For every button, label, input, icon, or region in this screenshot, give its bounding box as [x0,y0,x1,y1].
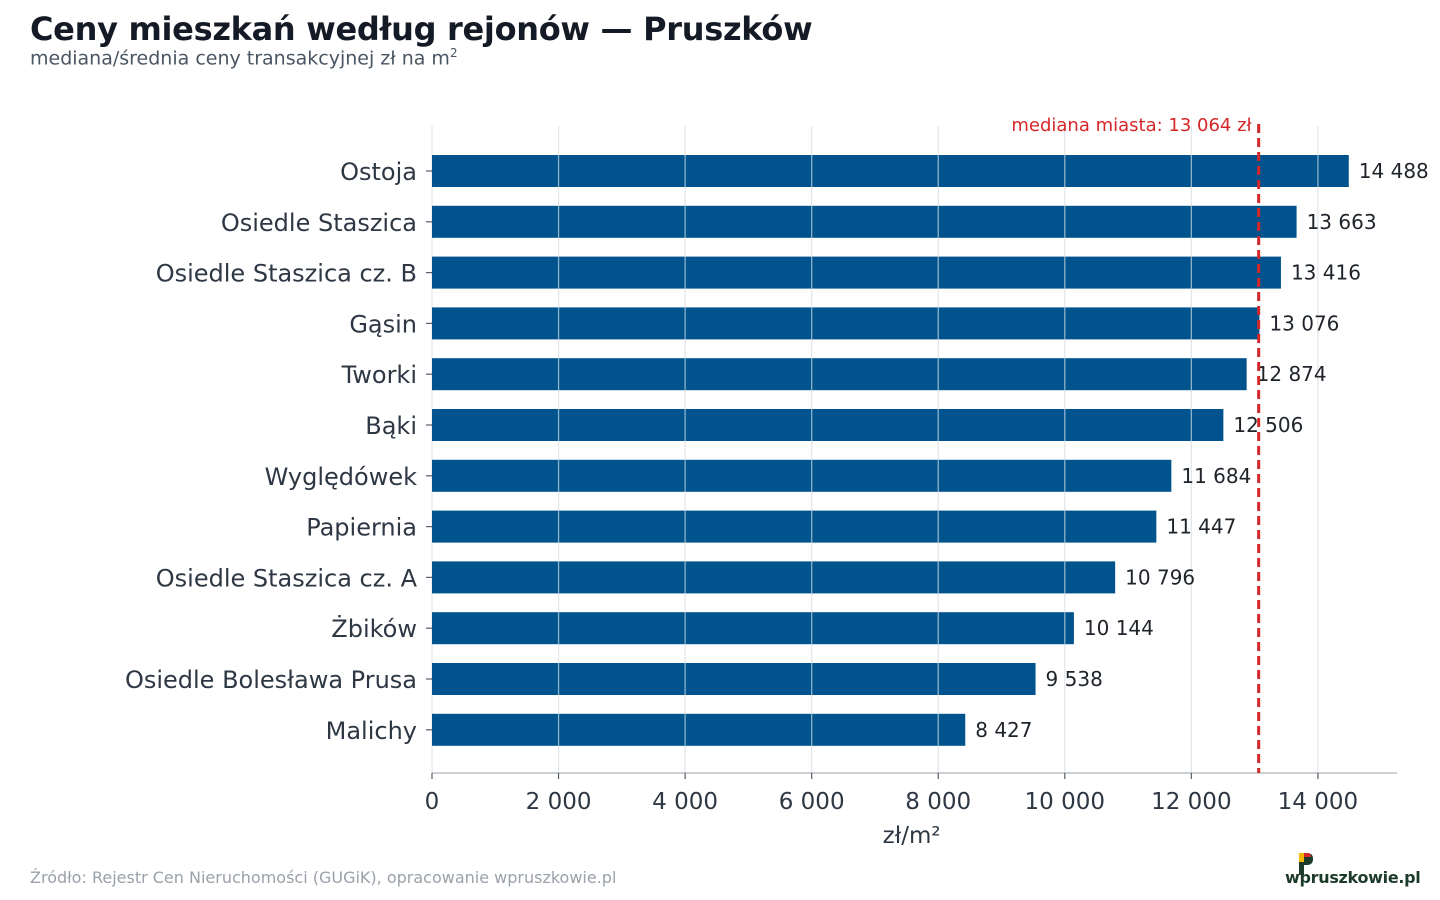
x-tick-label: 6 000 [779,789,845,815]
data-label: 12 506 [1233,413,1303,437]
x-tick-label: 0 [425,789,440,815]
bar [432,713,966,746]
x-tick-label: 14 000 [1278,789,1358,815]
category-label: Osiedle Staszica cz. B [156,260,417,288]
category-label: Bąki [365,412,417,440]
bar [432,510,1157,543]
category-label: Gąsin [349,310,417,338]
bar [432,256,1281,289]
data-label: 14 488 [1359,159,1429,183]
source-note: Źródło: Rejestr Cen Nieruchomości (GUGiK… [30,868,617,887]
bar [432,307,1260,340]
data-label: 8 427 [975,718,1032,742]
logo-text: wpruszkowie.pl [1285,868,1421,887]
data-label: 11 447 [1166,515,1236,539]
category-label: Papiernia [306,514,417,542]
logo-mark-icon [1299,853,1313,875]
x-tick-label: 4 000 [652,789,718,815]
bar [432,409,1224,441]
category-label: Osiedle Bolesława Prusa [125,666,417,694]
bar [432,612,1074,645]
data-label: 11 684 [1181,464,1251,488]
category-label: Wyględówek [265,463,417,491]
category-label: Tworki [341,361,417,389]
x-tick-label: 2 000 [526,789,592,815]
x-axis-title: zł/m² [883,823,941,849]
data-label: 9 538 [1046,667,1103,691]
bar [432,561,1116,594]
data-label: 13 416 [1291,261,1361,285]
bar [432,663,1036,695]
subtitle-superscript: 2 [449,46,458,60]
x-tick-label: 12 000 [1151,789,1231,815]
data-label: 10 144 [1084,616,1154,640]
chart-subtitle: mediana/średnia ceny transakcyjnej zł na… [30,46,458,69]
category-label: Malichy [326,717,417,745]
data-label: 13 076 [1269,311,1339,335]
category-label: Osiedle Staszica cz. A [156,564,418,592]
x-tick-label: 10 000 [1025,789,1105,815]
category-label: Osiedle Staszica [221,209,417,237]
bar [432,358,1247,391]
data-label: 12 874 [1257,362,1327,386]
category-label: Ostoja [340,158,417,186]
data-label: 10 796 [1125,565,1195,589]
bar [432,459,1172,492]
x-tick-label: 8 000 [905,789,971,815]
brand-logo[interactable]: wpruszkowie.pl [1285,852,1421,892]
category-label: Żbików [331,614,417,643]
bar [432,205,1297,238]
chart-title: Ceny mieszkań według rejonów — Pruszków [30,10,813,48]
subtitle-text: mediana/średnia ceny transakcyjnej zł na… [30,47,450,70]
data-label: 13 663 [1307,210,1377,234]
bar [432,155,1349,187]
median-reference-label: mediana miasta: 13 064 zł [1011,115,1252,136]
